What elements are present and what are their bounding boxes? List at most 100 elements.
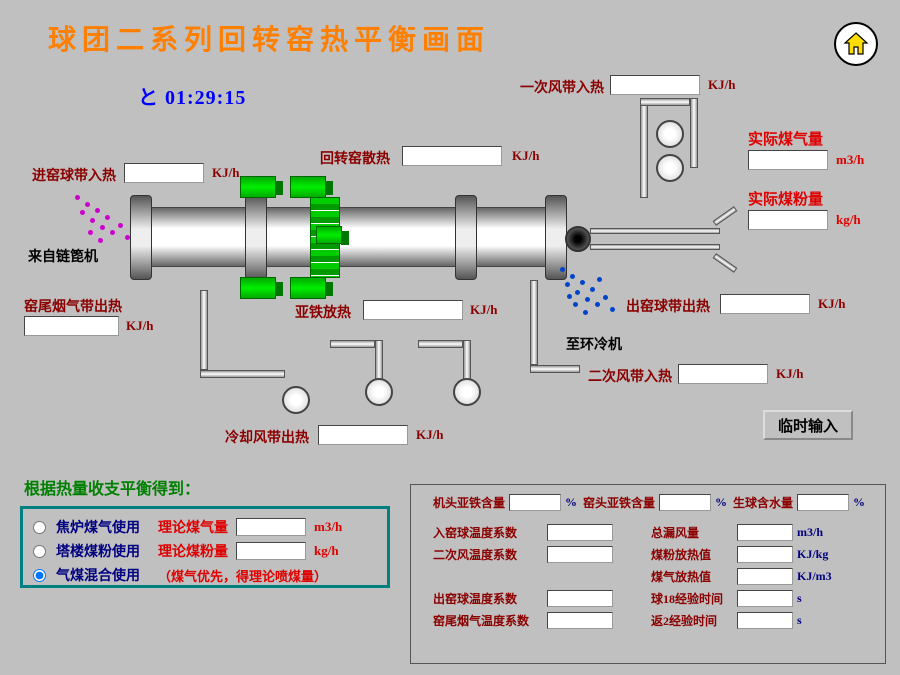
pipe — [530, 280, 538, 365]
ib-unit: % — [715, 495, 729, 510]
datetime-sep: と — [138, 87, 159, 109]
ib-value[interactable] — [547, 524, 613, 541]
ib-label: 煤粉放热值 — [651, 546, 733, 563]
page-title: 球团二系列回转窑热平衡画面 — [48, 18, 490, 58]
fuel-option-row: 气煤混合使用 （煤气优先，得理论喷煤量） — [33, 563, 377, 587]
home-button[interactable] — [834, 22, 878, 66]
ib-label: 煤气放热值 — [651, 568, 733, 585]
particles-outlet — [555, 262, 635, 322]
ib-label: 返2经验时间 — [651, 612, 733, 629]
fuel-selection-panel: 焦炉煤气使用 理论煤气量 m3/h 塔楼煤粉使用 理论煤粉量 kg/h 气煤混合… — [20, 506, 390, 588]
kiln-burner — [565, 226, 591, 252]
ferrous-heat-unit: KJ/h — [470, 302, 497, 318]
ib-label: 出窑球温度系数 — [433, 590, 543, 607]
fuel-theory-label: （煤气优先，得理论喷煤量） — [158, 566, 327, 585]
fuel-theory-label: 理论煤粉量 — [158, 541, 230, 561]
pipe — [640, 98, 690, 106]
pipe — [640, 98, 648, 198]
ib-value[interactable] — [547, 546, 613, 563]
ib-value[interactable] — [737, 568, 793, 585]
ib-label: 球18经验时间 — [651, 590, 733, 607]
ib-unit: s — [797, 591, 843, 606]
ib-value[interactable] — [737, 590, 793, 607]
primary-air-heat-unit: KJ/h — [708, 77, 735, 93]
pipe — [330, 340, 375, 348]
kiln-ball-in-heat-label: 进窑球带入热 — [32, 165, 116, 185]
ib-unit: % — [853, 495, 867, 510]
kiln-diagram — [135, 195, 565, 280]
kiln-ball-in-heat-unit: KJ/h — [212, 165, 239, 181]
pipe — [200, 290, 208, 370]
ib-value[interactable] — [509, 494, 561, 511]
date-value — [78, 87, 138, 109]
fuel-name: 气煤混合使用 — [56, 565, 152, 585]
kiln-dissipation-label: 回转窑散热 — [320, 148, 390, 168]
from-chain-label: 来自链箆机 — [28, 246, 98, 266]
secondary-air-label: 二次风带入热 — [588, 366, 672, 386]
ib-value[interactable] — [737, 546, 793, 563]
kiln-tail-gas-label: 窑尾烟气带出热 — [24, 296, 122, 316]
ib-label: 机头亚铁含量 — [433, 494, 505, 511]
fuel-radio-coke-gas[interactable] — [33, 521, 46, 534]
ib-unit: s — [797, 613, 843, 628]
manual-input-panel: 机头亚铁含量 % 窑头亚铁含量 % 生球含水量 % 入窑球温度系数 总漏风量 m… — [410, 484, 886, 664]
fuel-radio-tower-coal[interactable] — [33, 545, 46, 558]
ferrous-heat-value — [363, 300, 463, 320]
fan-icon — [365, 378, 393, 406]
primary-air-heat-label: 一次风带入热 — [520, 77, 604, 97]
pipe — [463, 340, 471, 380]
ib-unit: KJ/m3 — [797, 569, 843, 584]
actual-gas-unit: m3/h — [836, 152, 864, 168]
actual-coal-label: 实际煤粉量 — [748, 188, 823, 209]
ib-value[interactable] — [547, 612, 613, 629]
fuel-option-row: 焦炉煤气使用 理论煤气量 m3/h — [33, 515, 377, 539]
pipe — [713, 206, 738, 226]
ib-unit: KJ/kg — [797, 547, 843, 562]
actual-gas-label: 实际煤气量 — [748, 128, 823, 149]
ib-label: 入窑球温度系数 — [433, 524, 543, 541]
fan-icon — [656, 120, 684, 148]
actual-gas-value — [748, 150, 828, 170]
ib-label: 二次风温度系数 — [433, 546, 543, 563]
kiln-dissipation-unit: KJ/h — [512, 148, 539, 164]
ib-label: 生球含水量 — [733, 494, 793, 511]
balance-heading: 根据热量收支平衡得到： — [24, 475, 200, 499]
fuel-radio-mixed[interactable] — [33, 569, 46, 582]
primary-air-heat-value — [610, 75, 700, 95]
kiln-tail-gas-value — [24, 316, 119, 336]
ferrous-heat-label: 亚铁放热 — [295, 302, 351, 322]
fan-icon — [656, 154, 684, 182]
ib-value[interactable] — [737, 524, 793, 541]
fuel-option-row: 塔楼煤粉使用 理论煤粉量 kg/h — [33, 539, 377, 563]
kiln-ball-out-label: 出窑球带出热 — [626, 296, 710, 316]
ib-value[interactable] — [547, 590, 613, 607]
ib-unit: % — [565, 495, 579, 510]
ib-value[interactable] — [797, 494, 849, 511]
ib-unit: m3/h — [797, 525, 843, 540]
pipe — [530, 365, 580, 373]
fuel-name: 焦炉煤气使用 — [56, 517, 152, 537]
fan-icon — [453, 378, 481, 406]
ib-value[interactable] — [737, 612, 793, 629]
pipe — [375, 340, 383, 380]
pipe — [713, 253, 738, 273]
actual-coal-unit: kg/h — [836, 212, 861, 228]
datetime-display: と 01:29:15 — [78, 81, 246, 110]
to-cooler-label: 至环冷机 — [566, 334, 622, 354]
ib-label: 总漏风量 — [651, 524, 733, 541]
kiln-ball-out-value — [720, 294, 810, 314]
kiln-dissipation-value — [402, 146, 502, 166]
pipe — [590, 244, 720, 250]
fan-icon — [282, 386, 310, 414]
secondary-air-unit: KJ/h — [776, 366, 803, 382]
secondary-air-value — [678, 364, 768, 384]
fuel-value — [236, 542, 306, 560]
pipe — [590, 228, 720, 234]
fuel-name: 塔楼煤粉使用 — [56, 541, 152, 561]
pipe — [418, 340, 463, 348]
temp-input-button[interactable]: 临时输入 — [763, 410, 853, 440]
kiln-tail-gas-unit: KJ/h — [126, 318, 153, 334]
kiln-ball-out-unit: KJ/h — [818, 296, 845, 312]
fuel-value — [236, 518, 306, 536]
ib-value[interactable] — [659, 494, 711, 511]
